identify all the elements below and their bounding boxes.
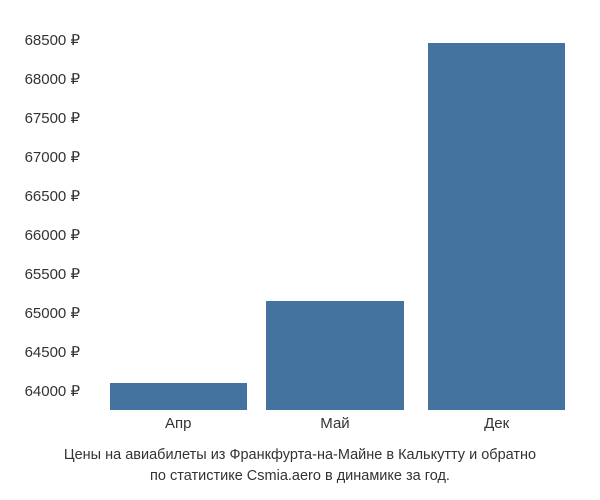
y-tick-label: 68500 ₽ [25, 31, 80, 49]
x-tick-label: Апр [165, 415, 191, 432]
caption-line1: Цены на авиабилеты из Франкфурта-на-Майн… [64, 447, 536, 463]
y-axis: 64000 ₽ 64500 ₽ 65000 ₽ 65500 ₽ 66000 ₽ 66500… [0, 20, 85, 410]
y-tick-label: 67500 ₽ [25, 109, 80, 127]
x-tick-label: Дек [484, 415, 509, 432]
y-tick-label: 64000 ₽ [25, 382, 80, 400]
y-tick-label: 65000 ₽ [25, 304, 80, 322]
y-tick-label: 64500 ₽ [25, 343, 80, 361]
caption-line2: по статистике Csmia.aero в динамике за г… [150, 468, 450, 484]
y-tick-label: 65500 ₽ [25, 265, 80, 283]
price-chart: 64000 ₽ 64500 ₽ 65000 ₽ 65500 ₽ 66000 ₽ 66500… [0, 0, 600, 500]
chart-caption: Цены на авиабилеты из Франкфурта-на-Майн… [0, 445, 600, 487]
plot-area [90, 20, 580, 410]
bar [110, 383, 247, 410]
x-axis: Апр Май Дек [90, 415, 580, 440]
y-tick-label: 68000 ₽ [25, 70, 80, 88]
x-tick-label: Май [320, 415, 349, 432]
bar [266, 301, 403, 410]
bar [428, 43, 565, 410]
y-tick-label: 66000 ₽ [25, 226, 80, 244]
y-tick-label: 66500 ₽ [25, 187, 80, 205]
y-tick-label: 67000 ₽ [25, 148, 80, 166]
